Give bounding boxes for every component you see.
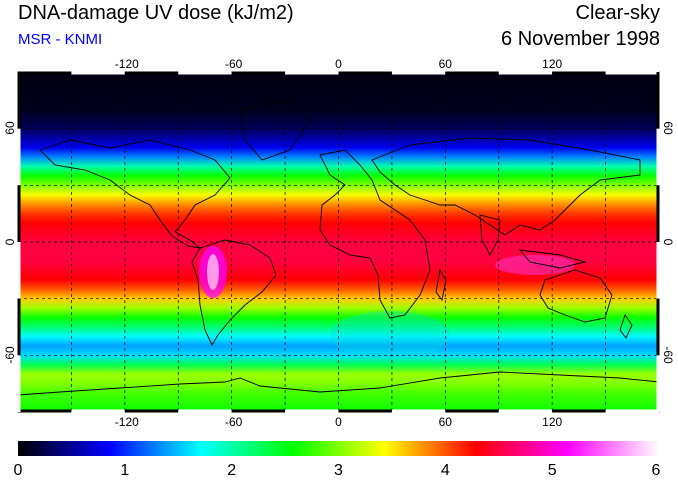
- scenario-label: Clear-sky: [575, 2, 660, 24]
- europe-africa-coast: [319, 149, 431, 319]
- andes-peak-dose: [207, 254, 219, 290]
- india-coast: [479, 214, 501, 256]
- colorbar-tick: 3: [334, 462, 343, 479]
- lon-label-top: -120: [115, 57, 139, 71]
- lat-label-left: 0: [3, 238, 17, 245]
- coastlines: [18, 99, 659, 396]
- lon-label-bottom: -120: [115, 415, 139, 429]
- madagascar-coast: [435, 268, 447, 302]
- frame-ticks: [17, 71, 660, 413]
- lon-label-bottom: -60: [225, 415, 243, 429]
- south-america-coast: [191, 239, 277, 346]
- colorbar-tick: 6: [652, 462, 661, 479]
- colorbar-tick: 4: [441, 462, 450, 479]
- lat-label-left: -60: [3, 346, 17, 364]
- colorbar-tick: 5: [548, 462, 557, 479]
- lon-label-bottom: 60: [439, 415, 453, 429]
- lon-label-top: -60: [225, 57, 243, 71]
- australia-coast: [539, 269, 613, 323]
- lon-label-bottom: 120: [542, 415, 562, 429]
- lat-label-left: 60: [3, 121, 17, 135]
- colorbar-tick: 1: [120, 462, 129, 479]
- lon-label-top: 0: [335, 57, 342, 71]
- greenland-coast: [239, 99, 311, 161]
- lat-labels-right: 60 0 -60: [661, 121, 675, 364]
- lon-label-top: 120: [542, 57, 562, 71]
- colorbar-ticks: 0 1 2 3 4 5 6: [14, 462, 661, 479]
- map-title: DNA-damage UV dose (kJ/m2): [18, 2, 294, 24]
- date-label: 6 November 1998: [501, 28, 660, 50]
- indonesia-high-dose: [495, 255, 575, 275]
- colorbar-tick: 0: [14, 462, 23, 479]
- antarctica-coast: [18, 371, 659, 396]
- asia-coast: [371, 137, 641, 236]
- lon-labels-bottom: -120 -60 0 60 120: [115, 415, 563, 429]
- lat-label-right: -60: [661, 346, 675, 364]
- north-america-coast: [39, 139, 231, 249]
- colorbar-tick: 2: [227, 462, 236, 479]
- graticule: [18, 72, 659, 412]
- colorbar: [18, 441, 659, 456]
- lat-labels-left: 60 0 -60: [3, 121, 17, 364]
- indonesia-coast: [518, 249, 587, 269]
- lat-label-right: 0: [661, 239, 675, 246]
- lat-label-right: 60: [661, 121, 675, 135]
- lon-label-bottom: 0: [335, 415, 342, 429]
- lon-label-top: 60: [439, 57, 453, 71]
- atlantic-low-dose: [330, 311, 450, 359]
- new-zealand-coast: [619, 314, 633, 339]
- map-source: MSR - KNMI: [18, 31, 103, 48]
- lon-labels-top: -120 -60 0 60 120: [115, 57, 563, 71]
